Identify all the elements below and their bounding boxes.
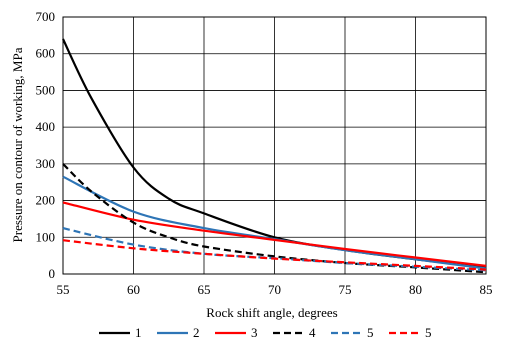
legend: 1 2 3 4 5 5 xyxy=(99,325,432,340)
x-tick-label: 70 xyxy=(268,282,281,297)
y-tick-label: 500 xyxy=(36,82,56,97)
y-tick-label: 0 xyxy=(49,266,56,281)
y-tick-labels: 0 100 200 300 400 500 600 700 xyxy=(36,9,56,281)
legend-label-6: 5 xyxy=(425,325,432,340)
y-tick-label: 700 xyxy=(36,9,56,24)
legend-label-3: 3 xyxy=(251,325,258,340)
y-tick-label: 300 xyxy=(36,156,56,171)
grid xyxy=(63,17,486,274)
series-layer xyxy=(62,38,487,274)
y-axis-label: Pressure on contour of working, MPa xyxy=(10,47,25,242)
x-tick-label: 75 xyxy=(339,282,352,297)
y-tick-label: 100 xyxy=(36,229,56,244)
series-line-6 xyxy=(62,239,487,271)
x-tick-labels: 55 60 65 70 75 80 85 xyxy=(57,282,493,297)
legend-label-1: 1 xyxy=(135,325,142,340)
legend-label-5: 5 xyxy=(367,325,374,340)
x-tick-label: 55 xyxy=(57,282,70,297)
y-tick-label: 400 xyxy=(36,119,56,134)
y-tick-label: 600 xyxy=(36,46,56,61)
legend-label-4: 4 xyxy=(309,325,316,340)
x-axis-label: Rock shift angle, degrees xyxy=(206,305,337,320)
x-tick-label: 65 xyxy=(198,282,211,297)
x-tick-label: 80 xyxy=(409,282,422,297)
legend-label-2: 2 xyxy=(193,325,200,340)
y-tick-label: 200 xyxy=(36,193,56,208)
series-line-3 xyxy=(62,201,487,267)
x-tick-label: 85 xyxy=(480,282,493,297)
x-tick-label: 60 xyxy=(127,282,140,297)
series-line-4 xyxy=(62,163,487,274)
